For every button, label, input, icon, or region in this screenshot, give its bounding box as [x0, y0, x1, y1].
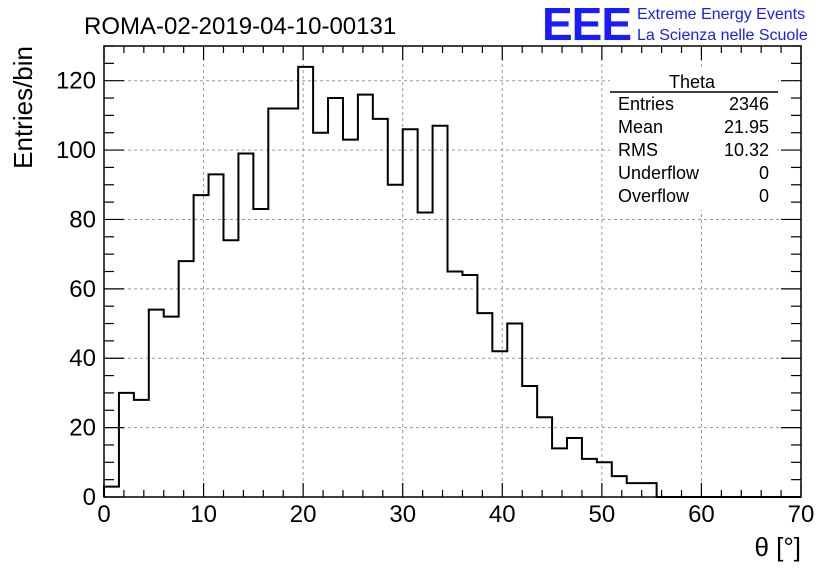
- grid-lines: [104, 46, 801, 497]
- tick-labels: 0 10 20 30 40 50 60 70 0 20 40 60 80 100 120: [56, 68, 814, 528]
- plot-frame: [103, 45, 802, 498]
- y-tick-label: 20: [69, 415, 96, 442]
- y-tick-label: 120: [56, 68, 96, 95]
- eee-logo-mark: EEE: [542, 0, 631, 50]
- eee-logo-line2: La Scienza nelle Scuole: [637, 27, 808, 44]
- stats-box-title: Theta: [669, 72, 716, 92]
- stats-overflow-label: Overflow: [618, 186, 690, 206]
- stats-rms-label: RMS: [618, 140, 658, 160]
- x-tick-label: 40: [489, 501, 516, 528]
- axis-ticks: [103, 45, 802, 498]
- eee-logo-line1: Extreme Energy Events: [637, 6, 805, 23]
- run-title: ROMA-02-2019-04-10-00131: [84, 13, 396, 40]
- y-tick-label: 60: [69, 276, 96, 303]
- x-tick-label: 10: [190, 501, 217, 528]
- stats-entries-value: 2346: [729, 94, 769, 114]
- y-tick-label: 100: [56, 137, 96, 164]
- y-tick-label: 40: [69, 345, 96, 372]
- stats-entries-label: Entries: [618, 94, 674, 114]
- stats-mean-value: 21.95: [724, 117, 769, 137]
- y-tick-label: 80: [69, 206, 96, 233]
- stats-mean-label: Mean: [618, 117, 663, 137]
- x-tick-label: 30: [389, 501, 416, 528]
- stats-underflow-value: 0: [759, 163, 769, 183]
- stats-box: Theta Entries 2346 Mean 21.95 RMS 10.32 …: [610, 70, 778, 210]
- x-tick-label: 70: [788, 501, 815, 528]
- x-tick-label: 20: [290, 501, 317, 528]
- x-axis-label: θ [°]: [754, 532, 801, 562]
- stats-box-background: [610, 70, 778, 210]
- y-tick-label: 0: [83, 484, 96, 511]
- histogram-outline: [103, 65, 801, 498]
- y-axis-label: Entries/bin: [8, 46, 38, 169]
- stats-rms-value: 10.32: [724, 140, 769, 160]
- x-tick-label: 0: [97, 501, 110, 528]
- x-tick-label: 60: [688, 501, 715, 528]
- x-tick-label: 50: [589, 501, 616, 528]
- stats-underflow-label: Underflow: [618, 163, 700, 183]
- stats-overflow-value: 0: [759, 186, 769, 206]
